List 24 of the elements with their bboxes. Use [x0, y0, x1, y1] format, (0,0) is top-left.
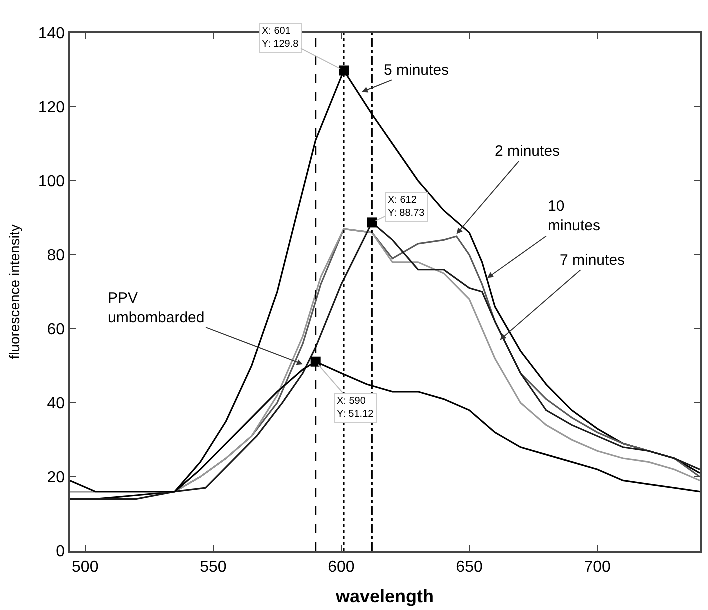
x-tick-label: 650 [456, 558, 483, 576]
y-tick-label: 20 [47, 470, 66, 487]
y-tick-label: 100 [38, 174, 66, 191]
annotation: X: 590 Y: 51.12 [337, 396, 374, 420]
annotation: 7 minutes [560, 252, 626, 269]
annotation: 2 minutes [495, 143, 560, 160]
point [339, 66, 350, 76]
y-tick-label: 40 [47, 396, 66, 413]
annotation: 5 minutes [384, 62, 450, 79]
x-axis-title: wavelength [334, 586, 434, 607]
x-tick-label: 600 [328, 558, 355, 576]
y-axis-title: fluorescence intensity [6, 224, 22, 360]
y-tick-label: 0 [56, 544, 66, 561]
annotation: PPV umbombarded [108, 290, 205, 326]
y-tick-label: 80 [47, 248, 66, 265]
y-tick-label: 60 [47, 322, 66, 339]
annotation: 10 minutes [548, 198, 601, 234]
annotation: X: 612 Y: 88.73 [388, 195, 426, 219]
y-tick-label: 140 [38, 26, 66, 43]
x-tick-label: 550 [200, 558, 227, 576]
x-tick-label: 700 [584, 558, 612, 576]
x-tick-label: 500 [72, 558, 99, 576]
y-tick-label: 120 [38, 100, 66, 117]
annotation: X: 601 Y: 129.8 [262, 26, 300, 50]
